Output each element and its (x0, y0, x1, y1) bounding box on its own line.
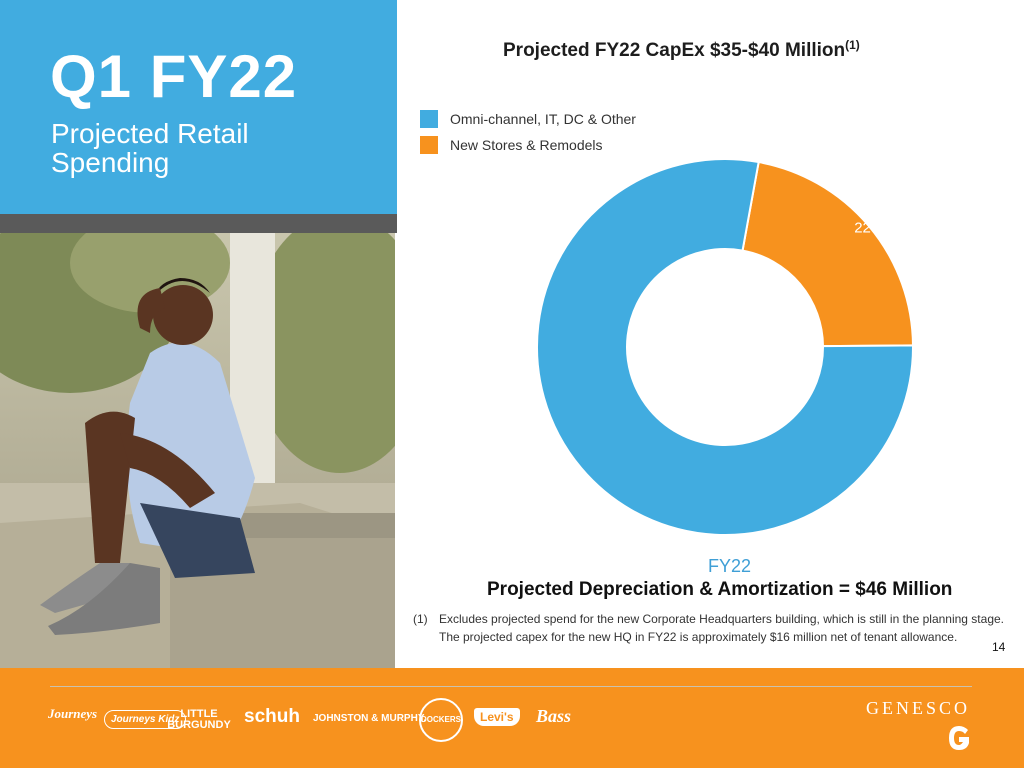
genesco-wordmark: GENESCO (866, 698, 971, 718)
brand-journeys-kidz-logo: Journeys Kidz (104, 710, 187, 729)
legend-label-new-stores: New Stores & Remodels (450, 137, 603, 153)
brand-schuh-logo: schuh (244, 706, 300, 727)
brand-johnston-murphy-logo: JOHNSTON & MURPHY. (313, 713, 427, 724)
footnote-number: (1) (413, 612, 428, 626)
title-block: Q1 FY22 Projected Retail Spending (0, 0, 397, 214)
genesco-g-icon (949, 726, 969, 750)
legend-item-omni-channel: Omni-channel, IT, DC & Other (420, 106, 636, 132)
chart-title-text: Projected FY22 CapEx $35-$40 Million (503, 40, 846, 61)
data-label-new-stores: 22% (854, 220, 884, 237)
chart-title-footnote-marker: (1) (845, 38, 860, 52)
legend-swatch-new-stores (420, 136, 438, 154)
slide-title: Q1 FY22 (50, 43, 298, 110)
footnote: (1) Excludes projected spend for the new… (413, 610, 1013, 646)
slide-subtitle: Projected Retail Spending (51, 118, 249, 178)
legend-item-new-stores: New Stores & Remodels (420, 132, 636, 158)
chart-legend: Omni-channel, IT, DC & Other New Stores … (420, 106, 636, 158)
brand-dockers-logo: DOCKERS (419, 698, 463, 742)
brand-little-burgundy-logo: LITTLE BURGUNDY (167, 708, 231, 731)
slice-omni-channel (536, 158, 914, 536)
brand-levis-logo: Levi's (474, 708, 520, 726)
divider-bar (0, 214, 397, 233)
chart-category-label: FY22 (708, 556, 752, 576)
brand-journeys-logo: Journeys (48, 706, 98, 721)
depreciation-statement: Projected Depreciation & Amortization = … (487, 579, 953, 600)
page-number: 14 (992, 640, 1006, 654)
slice-new-stores (741, 160, 915, 348)
legend-swatch-omni-channel (420, 110, 438, 128)
legend-label-omni-channel: Omni-channel, IT, DC & Other (450, 111, 636, 127)
donut-chart: 22% 78% (536, 158, 915, 536)
footer-divider (50, 686, 972, 687)
model-photo (0, 233, 395, 668)
left-panel: Q1 FY22 Projected Retail Spending (0, 0, 397, 668)
footnote-text: Excludes projected spend for the new Cor… (439, 612, 1004, 644)
brand-bass-logo: Bass (536, 706, 572, 726)
data-label-omni-channel: 78% (569, 480, 599, 497)
brand-footer: Journeys Journeys Kidz LITTLE BURGUNDY s… (0, 668, 1024, 768)
chart-title: Projected FY22 CapEx $35-$40 Million(1) (503, 38, 860, 62)
